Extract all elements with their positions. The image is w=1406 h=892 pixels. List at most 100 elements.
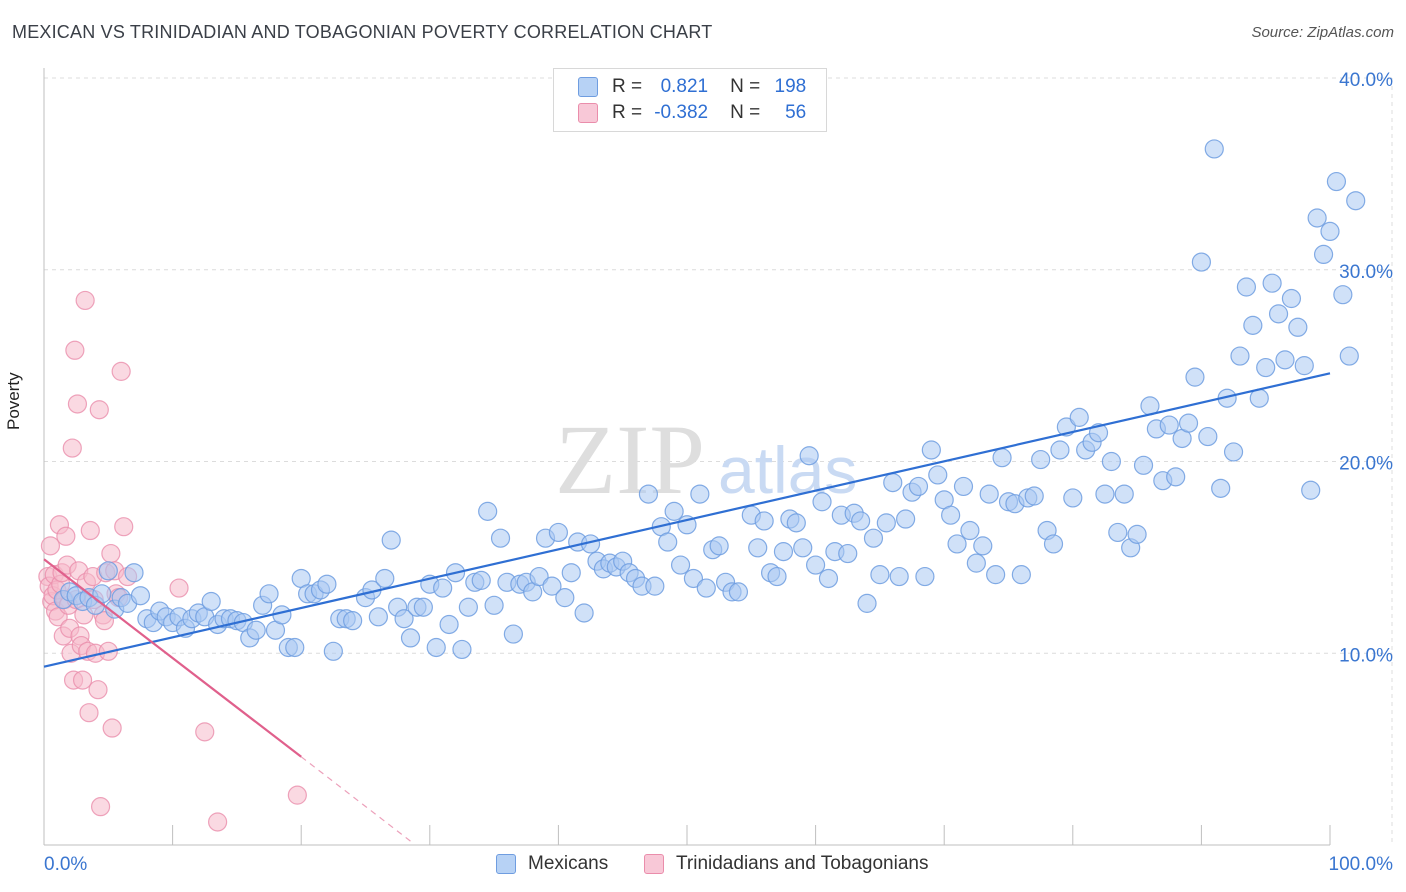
data-point-mexican bbox=[928, 465, 948, 485]
legend-swatch-blue bbox=[578, 77, 598, 97]
bottom-legend-mexicans: Mexicans bbox=[496, 852, 608, 876]
data-point-mexican bbox=[966, 553, 986, 573]
data-point-mexican bbox=[1223, 442, 1244, 462]
data-point-mexican bbox=[98, 561, 118, 581]
series-mexican-points bbox=[53, 139, 1366, 661]
data-point-mexican bbox=[857, 593, 877, 613]
data-point-trinidadian bbox=[287, 785, 307, 805]
legend-r-value: -0.382 bbox=[654, 102, 709, 123]
data-point-mexican bbox=[896, 509, 916, 529]
grid-lines bbox=[44, 77, 1393, 845]
data-point-mexican bbox=[130, 586, 151, 606]
trend-line-trinidadians-extension bbox=[300, 756, 411, 842]
trend-line-mexicans bbox=[43, 372, 1331, 668]
data-point-mexican bbox=[1301, 480, 1321, 500]
data-point-mexican bbox=[413, 597, 433, 617]
data-point-mexican bbox=[812, 492, 832, 512]
data-point-mexican bbox=[973, 536, 993, 556]
data-point-mexican bbox=[1166, 467, 1186, 487]
data-point-mexican bbox=[645, 576, 665, 596]
data-point-trinidadian bbox=[169, 578, 189, 598]
data-point-trinidadian bbox=[88, 680, 108, 700]
data-point-mexican bbox=[805, 555, 826, 575]
data-point-mexican bbox=[317, 574, 337, 594]
data-point-mexican bbox=[728, 582, 749, 602]
data-point-mexican bbox=[1275, 350, 1295, 370]
y-tick-label: 40.0% bbox=[1339, 70, 1393, 91]
data-point-mexican bbox=[1024, 486, 1044, 506]
data-point-mexican bbox=[433, 578, 453, 598]
data-point-mexican bbox=[426, 637, 446, 658]
bottom-legend-label: Trinidadians and Tobagonians bbox=[676, 853, 929, 874]
data-point-mexican bbox=[400, 628, 421, 648]
data-point-trinidadian bbox=[79, 703, 99, 723]
data-point-mexican bbox=[1313, 244, 1334, 265]
data-point-mexican bbox=[786, 513, 806, 533]
data-point-mexican bbox=[908, 476, 929, 497]
bottom-legend-swatch-pink bbox=[644, 854, 664, 874]
data-point-mexican bbox=[1178, 413, 1199, 433]
data-point-mexican bbox=[1320, 221, 1340, 241]
axes bbox=[43, 68, 1331, 846]
data-point-mexican bbox=[1230, 346, 1250, 366]
data-point-mexican bbox=[638, 484, 659, 504]
data-point-mexican bbox=[285, 637, 305, 658]
data-point-mexican bbox=[1050, 440, 1070, 460]
data-point-mexican bbox=[1281, 288, 1302, 309]
data-point-trinidadian bbox=[80, 520, 100, 541]
data-point-mexican bbox=[1294, 356, 1314, 376]
data-point-mexican bbox=[1063, 488, 1083, 508]
data-point-mexican bbox=[478, 501, 498, 521]
stats-legend: R = 0.821 N = 198 R = -0.382 N = 56 bbox=[553, 68, 827, 132]
data-point-trinidadian bbox=[67, 394, 88, 414]
data-point-mexican bbox=[1108, 522, 1128, 543]
data-point-mexican bbox=[1256, 357, 1276, 378]
data-point-mexican bbox=[394, 609, 414, 629]
legend-row-mexicans: R = 0.821 N = 198 bbox=[578, 75, 806, 99]
data-point-trinidadian bbox=[111, 361, 131, 381]
y-tick-label: 10.0% bbox=[1339, 645, 1393, 666]
data-point-mexican bbox=[458, 597, 478, 617]
data-point-mexican bbox=[1198, 426, 1218, 447]
data-point-trinidadian bbox=[101, 543, 121, 564]
data-point-mexican bbox=[375, 568, 395, 589]
data-point-mexican bbox=[201, 591, 221, 612]
data-point-mexican bbox=[555, 588, 575, 608]
data-point-mexican bbox=[870, 565, 890, 585]
data-point-mexican bbox=[876, 513, 896, 533]
chart-title: MEXICAN VS TRINIDADIAN AND TOBAGONIAN PO… bbox=[12, 22, 713, 42]
watermark-zip: ZIP bbox=[555, 404, 705, 515]
data-point-mexican bbox=[484, 595, 504, 615]
data-point-mexican bbox=[953, 476, 974, 497]
data-point-mexican bbox=[439, 614, 459, 635]
data-point-mexican bbox=[548, 522, 569, 543]
data-point-mexican bbox=[1069, 407, 1089, 427]
data-point-mexican bbox=[1031, 449, 1051, 470]
data-point-mexican bbox=[574, 603, 594, 623]
data-point-mexican bbox=[889, 566, 909, 587]
data-point-mexican bbox=[323, 641, 343, 661]
data-point-mexican bbox=[1211, 478, 1231, 498]
data-point-mexican bbox=[343, 611, 363, 631]
data-point-mexican bbox=[1326, 171, 1347, 192]
data-point-mexican bbox=[1191, 252, 1212, 272]
data-point-mexican bbox=[1043, 534, 1064, 554]
data-point-trinidadian bbox=[40, 536, 61, 556]
trend-line-trinidadians bbox=[43, 558, 302, 758]
data-point-mexican bbox=[381, 530, 401, 550]
data-point-trinidadian bbox=[75, 290, 95, 311]
data-point-mexican bbox=[658, 532, 678, 552]
data-point-mexican bbox=[921, 440, 941, 460]
series-trinidadian-points bbox=[38, 290, 307, 832]
data-point-mexican bbox=[793, 538, 813, 558]
data-point-mexican bbox=[1101, 451, 1121, 472]
data-point-mexican bbox=[1114, 484, 1134, 504]
data-point-mexican bbox=[452, 639, 472, 660]
data-point-mexican bbox=[1127, 524, 1147, 544]
x-tick-label: 100.0% bbox=[1329, 854, 1394, 875]
data-point-mexican bbox=[368, 607, 388, 627]
data-point-trinidadian bbox=[208, 812, 228, 832]
legend-n-value: 198 bbox=[774, 76, 807, 97]
legend-r-label: R = bbox=[612, 102, 643, 123]
legend-r-label: R = bbox=[612, 76, 643, 97]
